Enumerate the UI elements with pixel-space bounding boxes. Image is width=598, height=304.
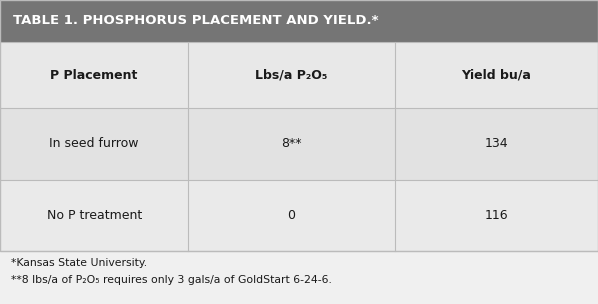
Text: 0: 0 xyxy=(288,209,295,222)
Text: 134: 134 xyxy=(484,137,508,150)
Bar xyxy=(0,0,598,251)
Bar xyxy=(0,180,598,251)
Bar xyxy=(0,0,598,42)
Text: *Kansas State University.: *Kansas State University. xyxy=(11,258,147,268)
Text: **8 lbs/a of P₂O₅ requires only 3 gals/a of GoldStart 6-24-6.: **8 lbs/a of P₂O₅ requires only 3 gals/a… xyxy=(11,275,332,285)
Text: In seed furrow: In seed furrow xyxy=(50,137,139,150)
Bar xyxy=(0,251,598,304)
Text: TABLE 1. PHOSPHORUS PLACEMENT AND YIELD.*: TABLE 1. PHOSPHORUS PLACEMENT AND YIELD.… xyxy=(13,15,379,27)
Text: Yield bu/a: Yield bu/a xyxy=(462,69,531,81)
Text: No P treatment: No P treatment xyxy=(47,209,142,222)
Bar xyxy=(0,108,598,180)
Bar xyxy=(0,42,598,108)
Text: 116: 116 xyxy=(484,209,508,222)
Text: Lbs/a P₂O₅: Lbs/a P₂O₅ xyxy=(255,69,328,81)
Text: P Placement: P Placement xyxy=(50,69,138,81)
Text: 8**: 8** xyxy=(281,137,302,150)
